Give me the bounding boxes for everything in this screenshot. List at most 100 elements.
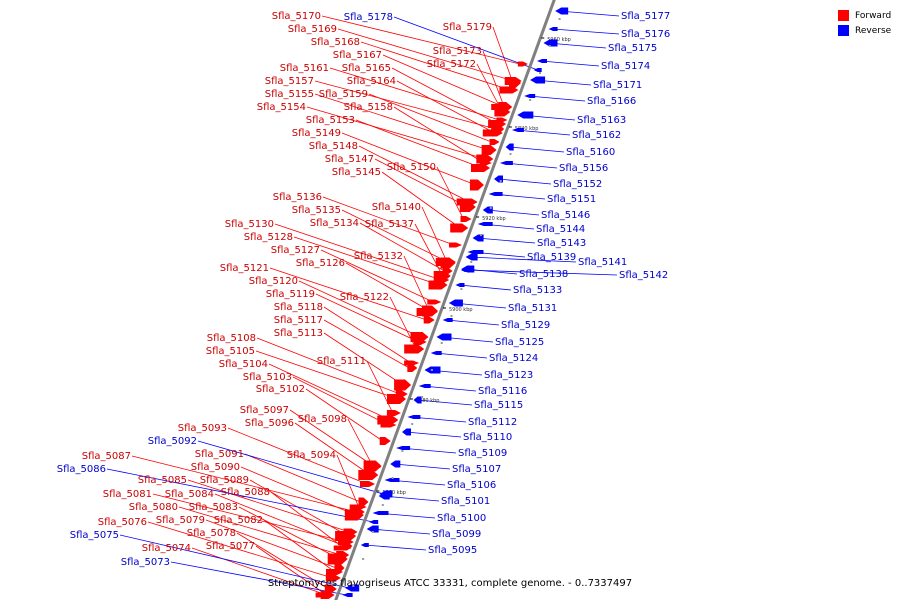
gene-label-forward[interactable]: Sfla_5136 bbox=[273, 192, 322, 203]
gene-reverse[interactable] bbox=[369, 520, 379, 524]
gene-label-forward[interactable]: Sfla_5155 bbox=[265, 89, 314, 100]
gene-label-forward[interactable]: Sfla_5117 bbox=[274, 315, 323, 326]
gene-reverse[interactable] bbox=[418, 384, 431, 388]
gene-forward[interactable] bbox=[360, 481, 375, 487]
gene-label-forward[interactable]: Sfla_5154 bbox=[257, 102, 306, 113]
gene-label-forward[interactable]: Sfla_5145 bbox=[332, 167, 381, 178]
gene-label-forward[interactable]: Sfla_5090 bbox=[191, 462, 240, 473]
gene-label-forward[interactable]: Sfla_5140 bbox=[372, 202, 421, 213]
gene-label-forward[interactable]: Sfla_5077 bbox=[206, 541, 255, 552]
gene-forward[interactable] bbox=[449, 242, 462, 248]
gene-forward[interactable] bbox=[428, 280, 448, 290]
gene-reverse[interactable] bbox=[461, 265, 475, 273]
gene-label-forward[interactable]: Sfla_5080 bbox=[129, 502, 178, 513]
gene-reverse[interactable] bbox=[396, 446, 411, 450]
gene-forward[interactable] bbox=[427, 299, 442, 305]
gene-label-reverse[interactable]: Sfla_5143 bbox=[537, 238, 586, 249]
gene-reverse[interactable] bbox=[488, 192, 503, 196]
gene-label-reverse[interactable]: Sfla_5086 bbox=[57, 464, 106, 475]
gene-label-forward[interactable]: Sfla_5074 bbox=[142, 543, 191, 554]
gene-forward[interactable] bbox=[358, 497, 369, 507]
gene-label-reverse[interactable]: Sfla_5146 bbox=[541, 210, 590, 221]
gene-reverse[interactable] bbox=[548, 27, 558, 31]
gene-label-forward[interactable]: Sfla_5173 bbox=[433, 46, 482, 57]
gene-reverse[interactable] bbox=[465, 253, 478, 261]
gene-forward[interactable] bbox=[460, 216, 472, 222]
gene-reverse[interactable] bbox=[384, 478, 400, 482]
gene-label-reverse[interactable]: Sfla_5175 bbox=[608, 43, 657, 54]
gene-label-reverse[interactable]: Sfla_5099 bbox=[432, 529, 481, 540]
gene-label-forward[interactable]: Sfla_5132 bbox=[354, 251, 403, 262]
gene-label-reverse[interactable]: Sfla_5139 bbox=[527, 252, 576, 263]
gene-forward[interactable] bbox=[327, 553, 348, 565]
gene-forward[interactable] bbox=[423, 316, 435, 324]
gene-label-forward[interactable]: Sfla_5093 bbox=[178, 423, 227, 434]
gene-label-forward[interactable]: Sfla_5087 bbox=[82, 451, 131, 462]
gene-forward[interactable] bbox=[379, 437, 391, 445]
gene-label-reverse[interactable]: Sfla_5092 bbox=[148, 436, 197, 447]
gene-label-reverse[interactable]: Sfla_5101 bbox=[441, 496, 490, 507]
gene-label-reverse[interactable]: Sfla_5110 bbox=[463, 432, 512, 443]
gene-forward[interactable] bbox=[517, 61, 528, 67]
gene-label-reverse[interactable]: Sfla_5171 bbox=[593, 80, 642, 91]
gene-reverse[interactable] bbox=[366, 525, 379, 533]
gene-label-reverse[interactable]: Sfla_5100 bbox=[437, 513, 486, 524]
gene-forward[interactable] bbox=[499, 86, 519, 94]
gene-label-reverse[interactable]: Sfla_5106 bbox=[447, 480, 496, 491]
gene-reverse[interactable] bbox=[517, 111, 534, 119]
gene-label-forward[interactable]: Sfla_5113 bbox=[274, 328, 323, 339]
gene-label-reverse[interactable]: Sfla_5075 bbox=[70, 530, 119, 541]
gene-label-reverse[interactable]: Sfla_5095 bbox=[428, 545, 477, 556]
gene-label-forward[interactable]: Sfla_5078 bbox=[187, 528, 236, 539]
gene-reverse[interactable] bbox=[472, 234, 484, 242]
gene-label-reverse[interactable]: Sfla_5109 bbox=[458, 448, 507, 459]
gene-label-forward[interactable]: Sfla_5137 bbox=[365, 219, 414, 230]
gene-label-forward[interactable]: Sfla_5161 bbox=[280, 63, 329, 74]
gene-reverse[interactable] bbox=[555, 7, 569, 15]
gene-label-forward[interactable]: Sfla_5172 bbox=[427, 59, 476, 70]
gene-reverse[interactable] bbox=[390, 460, 401, 468]
gene-forward[interactable] bbox=[459, 202, 476, 212]
gene-reverse[interactable] bbox=[543, 39, 558, 47]
gene-label-forward[interactable]: Sfla_5091 bbox=[195, 449, 244, 460]
gene-reverse[interactable] bbox=[360, 543, 369, 547]
gene-reverse[interactable] bbox=[511, 128, 524, 132]
gene-forward[interactable] bbox=[344, 509, 364, 521]
gene-label-forward[interactable]: Sfla_5084 bbox=[165, 489, 214, 500]
gene-label-reverse[interactable]: Sfla_5174 bbox=[601, 61, 650, 72]
gene-label-forward[interactable]: Sfla_5121 bbox=[220, 263, 269, 274]
gene-forward[interactable] bbox=[320, 591, 335, 599]
gene-label-forward[interactable]: Sfla_5089 bbox=[200, 475, 249, 486]
gene-label-forward[interactable]: Sfla_5082 bbox=[214, 515, 263, 526]
gene-forward[interactable] bbox=[469, 179, 484, 191]
gene-label-forward[interactable]: Sfla_5167 bbox=[333, 50, 382, 61]
gene-label-reverse[interactable]: Sfla_5178 bbox=[344, 12, 393, 23]
gene-label-forward[interactable]: Sfla_5079 bbox=[156, 515, 205, 526]
gene-reverse[interactable] bbox=[530, 76, 546, 84]
gene-label-forward[interactable]: Sfla_5169 bbox=[288, 24, 337, 35]
gene-forward[interactable] bbox=[494, 107, 511, 117]
gene-label-forward[interactable]: Sfla_5153 bbox=[306, 115, 355, 126]
gene-label-forward[interactable]: Sfla_5108 bbox=[207, 333, 256, 344]
gene-label-reverse[interactable]: Sfla_5156 bbox=[559, 163, 608, 174]
gene-label-reverse[interactable]: Sfla_5138 bbox=[519, 269, 568, 280]
gene-reverse[interactable] bbox=[430, 351, 442, 355]
gene-label-forward[interactable]: Sfla_5098 bbox=[298, 414, 347, 425]
gene-forward[interactable] bbox=[422, 305, 438, 317]
gene-reverse[interactable] bbox=[455, 283, 465, 287]
gene-reverse[interactable] bbox=[524, 94, 536, 98]
gene-forward[interactable] bbox=[407, 364, 418, 372]
gene-label-reverse[interactable]: Sfla_5177 bbox=[621, 11, 670, 22]
gene-forward[interactable] bbox=[404, 344, 425, 354]
gene-label-reverse[interactable]: Sfla_5163 bbox=[577, 115, 626, 126]
gene-label-forward[interactable]: Sfla_5083 bbox=[189, 502, 238, 513]
gene-forward[interactable] bbox=[450, 223, 469, 233]
gene-forward[interactable] bbox=[394, 379, 412, 391]
gene-label-forward[interactable]: Sfla_5126 bbox=[296, 258, 345, 269]
gene-label-reverse[interactable]: Sfla_5166 bbox=[587, 96, 636, 107]
gene-label-forward[interactable]: Sfla_5179 bbox=[443, 22, 492, 33]
gene-label-reverse[interactable]: Sfla_5142 bbox=[619, 270, 668, 281]
gene-label-forward[interactable]: Sfla_5105 bbox=[206, 346, 255, 357]
gene-label-reverse[interactable]: Sfla_5133 bbox=[513, 285, 562, 296]
gene-label-forward[interactable]: Sfla_5164 bbox=[347, 76, 396, 87]
